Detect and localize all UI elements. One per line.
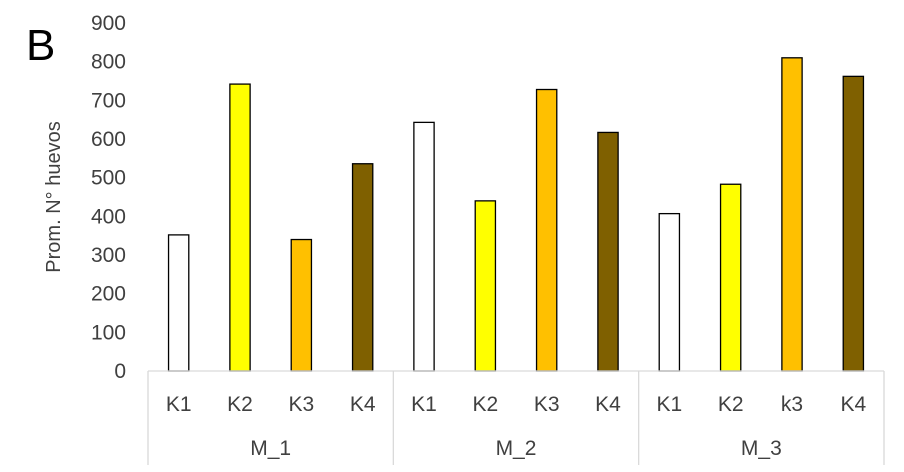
y-tick-label: 200 xyxy=(91,283,126,306)
bar-M_2-K4 xyxy=(597,131,619,372)
x-tick-label: K1 xyxy=(411,393,437,416)
y-tick-label: 900 xyxy=(91,12,126,35)
bar-M_2-K3 xyxy=(535,88,558,372)
x-tick-label: K2 xyxy=(227,393,253,416)
x-tick-label: K3 xyxy=(288,393,314,416)
y-tick-label: 700 xyxy=(91,89,126,112)
x-axis: K1 K2 K3 K4 M_1 K1 K2 K3 K4 M_2 K1 K2 k3 K4 M_3 xyxy=(147,370,885,465)
bar-M_3-K1 xyxy=(658,212,681,372)
x-tick-label: K2 xyxy=(718,393,744,416)
x-tick-label: K4 xyxy=(595,393,621,416)
y-tick-label: 500 xyxy=(91,167,126,190)
y-tick-label: 400 xyxy=(91,205,126,228)
group-label: M_1 xyxy=(250,437,291,460)
bar-M_3-K2 xyxy=(719,183,742,372)
y-tick-label: 800 xyxy=(91,51,126,74)
x-tick-label: K3 xyxy=(534,393,560,416)
x-tick-label: K1 xyxy=(166,393,192,416)
group-label: M_2 xyxy=(496,437,537,460)
y-axis-label: Prom. N° huevos xyxy=(43,121,65,272)
x-tick-label: k3 xyxy=(781,393,803,416)
bar-M_3-k3 xyxy=(781,57,803,372)
x-tick-label: K2 xyxy=(472,393,498,416)
bars xyxy=(167,57,865,372)
x-tick-label: K4 xyxy=(350,393,376,416)
bar-M_1-K2 xyxy=(229,83,251,372)
panel-letter: B xyxy=(26,21,55,70)
x-tick-label: K4 xyxy=(840,393,866,416)
y-tick-label: 100 xyxy=(91,321,126,344)
bar-M_2-K2 xyxy=(474,200,497,372)
y-tick-label: 600 xyxy=(91,128,126,151)
bar-M_1-K4 xyxy=(351,163,374,372)
bar-M_3-K4 xyxy=(842,75,865,372)
group-label: M_3 xyxy=(741,437,782,460)
bar-M_1-K3 xyxy=(290,238,313,372)
bar-M_2-K1 xyxy=(413,121,435,372)
bar-M_1-K1 xyxy=(167,234,190,372)
y-axis-ticks: 0 100 200 300 400 500 600 700 800 900 xyxy=(91,12,126,383)
y-tick-label: 0 xyxy=(114,360,126,383)
x-tick-label: K1 xyxy=(656,393,682,416)
y-tick-label: 300 xyxy=(91,244,126,267)
